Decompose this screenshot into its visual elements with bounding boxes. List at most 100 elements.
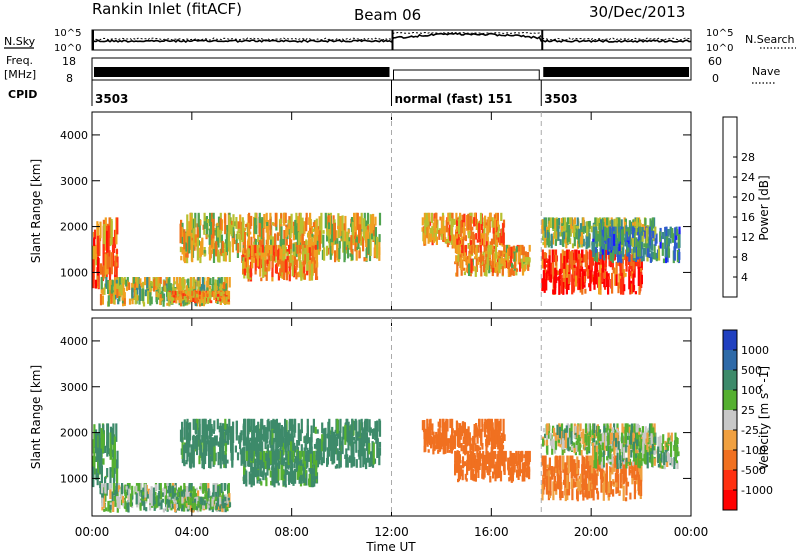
echo-mark: [287, 271, 290, 275]
echo-mark: [247, 273, 251, 279]
echo-mark: [269, 439, 272, 445]
echo-mark: [224, 418, 227, 430]
echo-mark: [669, 227, 672, 239]
echo-mark: [548, 220, 551, 228]
echo-mark: [613, 458, 616, 472]
echo-mark: [181, 247, 184, 255]
echo-mark: [250, 244, 253, 257]
echo-mark: [288, 462, 291, 468]
echo-mark: [216, 279, 219, 288]
echo-mark: [342, 426, 345, 440]
echo-mark: [310, 478, 313, 482]
echo-mark: [293, 442, 296, 458]
echo-mark: [219, 505, 222, 509]
echo-mark: [553, 255, 556, 263]
echo-mark: [189, 294, 192, 301]
echo-mark: [160, 500, 163, 510]
echo-mark: [644, 231, 647, 239]
echo-mark: [100, 465, 103, 489]
echo-mark: [299, 251, 302, 260]
echo-mark: [313, 450, 316, 465]
echo-mark: [547, 431, 551, 439]
echo-mark: [232, 421, 235, 443]
echo-mark: [128, 298, 132, 305]
echo-mark: [446, 419, 449, 432]
echo-mark: [587, 461, 590, 479]
echo-mark: [224, 496, 227, 502]
echo-mark: [249, 478, 252, 484]
echo-mark: [267, 253, 270, 260]
echo-mark: [674, 239, 677, 252]
echo-mark: [313, 268, 316, 274]
echo-mark: [217, 485, 220, 500]
echo-mark: [192, 436, 195, 449]
echo-mark: [488, 252, 492, 259]
echo-mark: [643, 243, 646, 248]
echo-mark: [494, 450, 497, 459]
echo-mark: [503, 434, 506, 441]
echo-mark: [277, 466, 280, 481]
echo-mark: [283, 273, 286, 280]
echo-mark: [515, 268, 519, 272]
echo-mark: [478, 239, 481, 243]
echo-mark: [168, 293, 171, 299]
echo-mark: [640, 274, 643, 285]
echo-mark: [471, 445, 474, 451]
echo-mark: [459, 220, 462, 237]
echo-mark: [95, 456, 98, 462]
echo-mark: [543, 470, 546, 476]
echo-mark: [566, 483, 569, 496]
echo-mark: [677, 233, 680, 249]
echo-mark: [489, 475, 492, 483]
echo-mark: [320, 453, 323, 461]
echo-mark: [443, 431, 446, 447]
echo-mark: [296, 244, 299, 254]
echo-mark: [203, 250, 206, 254]
echo-mark: [292, 450, 295, 463]
echo-mark: [528, 257, 531, 262]
echo-mark: [603, 471, 606, 491]
echo-mark: [174, 293, 177, 298]
echo-mark: [285, 224, 288, 228]
echo-mark: [593, 240, 596, 257]
echo-mark: [219, 437, 222, 451]
echo-mark: [213, 420, 216, 432]
echo-mark: [447, 438, 450, 450]
echo-mark: [271, 476, 274, 486]
echo-mark: [485, 222, 488, 226]
echo-mark: [602, 237, 605, 241]
echo-mark: [496, 212, 499, 222]
echo-mark: [599, 232, 602, 247]
echo-mark: [491, 217, 494, 228]
echo-mark: [618, 243, 621, 255]
echo-mark: [334, 436, 338, 449]
echo-mark: [487, 216, 490, 233]
echo-mark: [455, 420, 458, 437]
echo-mark: [429, 419, 432, 430]
echo-mark: [322, 441, 325, 464]
echo-mark: [308, 265, 311, 281]
echo-mark: [613, 233, 616, 246]
echo-mark: [243, 446, 246, 468]
echo-mark: [295, 265, 298, 271]
echo-mark: [615, 274, 618, 286]
echo-mark: [266, 259, 269, 264]
echo-mark: [640, 258, 643, 269]
echo-mark: [675, 235, 678, 240]
echo-mark: [246, 251, 249, 267]
echo-mark: [251, 256, 254, 269]
echo-mark: [348, 455, 352, 463]
echo-mark: [577, 259, 580, 278]
echo-mark: [498, 250, 501, 266]
echo-mark: [117, 277, 120, 287]
echo-mark: [337, 225, 340, 230]
freq-left-bottom: 8: [66, 72, 73, 85]
echo-mark: [542, 230, 545, 240]
echo-mark: [473, 217, 476, 227]
echo-mark: [167, 499, 170, 508]
echo-mark: [206, 234, 209, 238]
echo-mark: [623, 254, 626, 261]
echo-mark: [147, 284, 150, 296]
echo-mark: [479, 235, 482, 242]
echo-mark: [498, 435, 501, 446]
